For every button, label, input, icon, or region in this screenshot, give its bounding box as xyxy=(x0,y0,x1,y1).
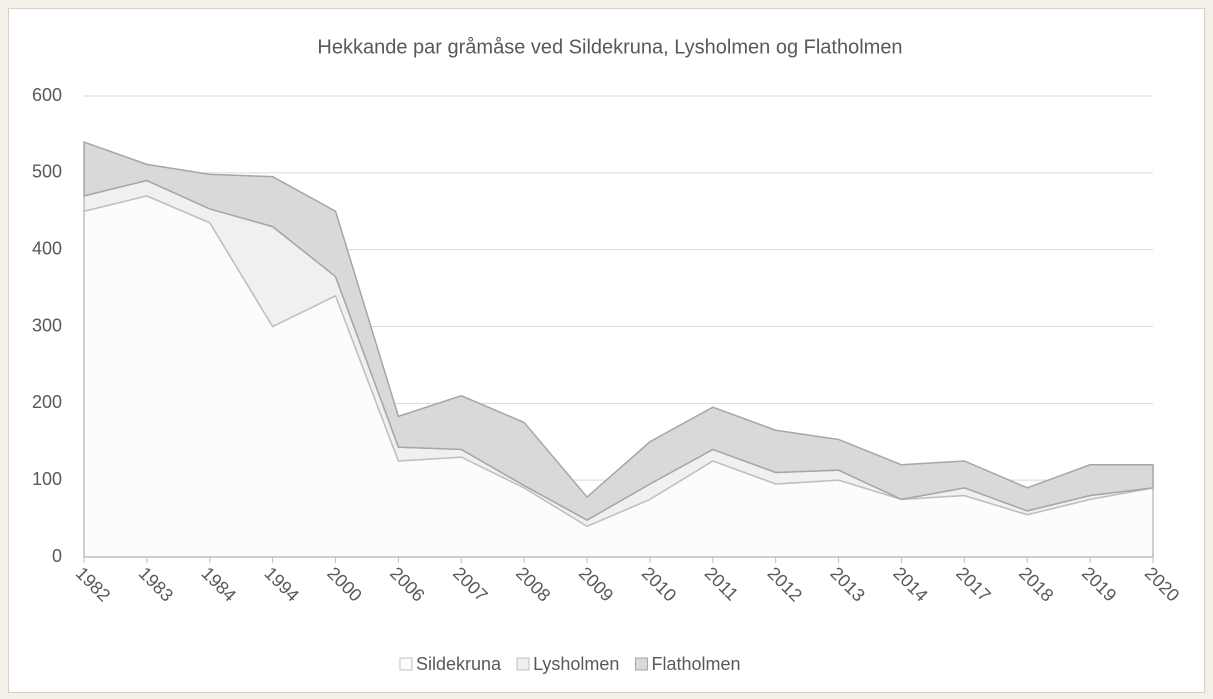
x-tick-label: 2013 xyxy=(826,563,868,605)
x-tick-label: 1982 xyxy=(72,563,114,605)
y-tick-label: 400 xyxy=(32,238,62,258)
x-tick-label: 1984 xyxy=(198,563,240,605)
y-tick-label: 0 xyxy=(52,546,62,566)
legend-swatch xyxy=(516,657,530,671)
legend-swatch xyxy=(634,657,648,671)
x-tick-label: 2007 xyxy=(449,563,491,605)
y-tick-label: 200 xyxy=(32,392,62,412)
x-tick-label: 2019 xyxy=(1078,563,1120,605)
chart-title: Hekkande par gråmåse ved Sildekruna, Lys… xyxy=(317,36,902,58)
x-tick-label: 2020 xyxy=(1141,563,1183,605)
y-tick-label: 500 xyxy=(32,162,62,182)
x-tick-label: 2011 xyxy=(701,563,743,605)
legend-label: Lysholmen xyxy=(533,654,619,674)
x-tick-label: 2010 xyxy=(638,563,680,605)
x-tick-label: 2017 xyxy=(952,563,994,605)
area xyxy=(83,141,1154,521)
legend-swatch xyxy=(399,657,413,671)
x-tick-label: 2014 xyxy=(889,563,931,605)
x-tick-label: 2009 xyxy=(575,563,617,605)
y-tick-label: 100 xyxy=(32,469,62,489)
legend-label: Flatholmen xyxy=(651,654,740,674)
x-tick-label: 1983 xyxy=(135,563,177,605)
y-tick-label: 300 xyxy=(32,315,62,335)
x-tick-label: 2012 xyxy=(764,563,806,605)
legend-label: Sildekruna xyxy=(416,654,502,674)
x-tick-label: 2018 xyxy=(1015,563,1057,605)
y-tick-label: 600 xyxy=(32,85,62,105)
x-tick-label: 1994 xyxy=(260,563,302,605)
x-tick-label: 2006 xyxy=(386,563,428,605)
x-tick-label: 2000 xyxy=(323,563,365,605)
x-tick-label: 2008 xyxy=(512,563,554,605)
